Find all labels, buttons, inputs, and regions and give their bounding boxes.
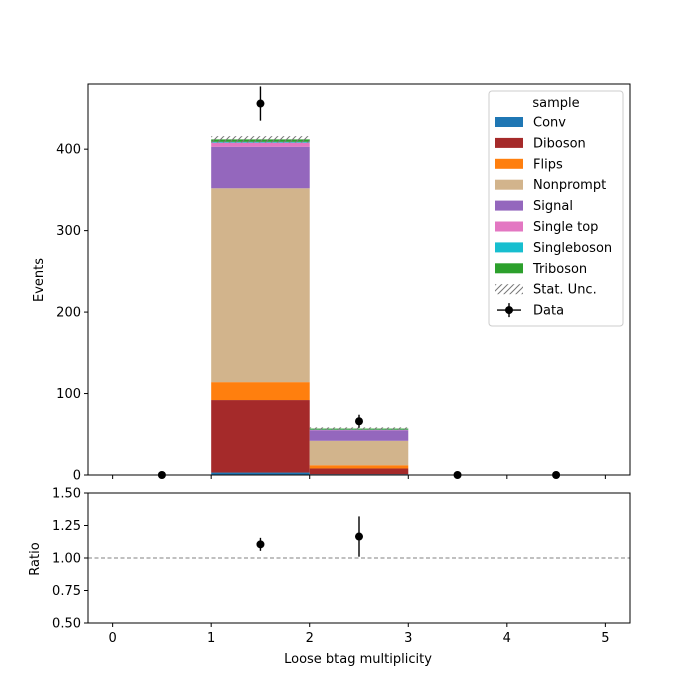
legend-label-singleboson: Singleboson [533, 241, 612, 256]
legend-label-stat-unc-: Stat. Unc. [533, 283, 597, 298]
ratio-plot: 0.50 0.75 1.00 1.25 1.50 0 1 2 3 4 5 [52, 487, 631, 646]
stat-unc-band-bin-1 [211, 136, 310, 143]
legend-swatch-flips [495, 158, 523, 169]
legend-label-signal: Signal [533, 199, 573, 214]
legend-swatch-singleboson [495, 242, 523, 253]
bar-diboson-bin-1 [211, 400, 310, 473]
bar-nonprompt-bin-1 [211, 188, 310, 383]
ratio-y-tick-label-1.00: 1.00 [52, 552, 81, 567]
main-plot-frame [87, 83, 631, 476]
main-y-tick-label-400: 400 [56, 143, 81, 158]
legend: sample Conv Diboson Flips Nonprompt Signal Sin… [488, 90, 624, 327]
bar-flips-bin-1 [211, 382, 310, 401]
legend-swatch-diboson [495, 137, 523, 148]
ratio-y-tick-label-0.50: 0.50 [52, 617, 81, 632]
legend-marker-data [505, 306, 513, 315]
ratio-y-tick-label-1.25: 1.25 [52, 519, 81, 534]
ratio-y-tick-label-1.50: 1.50 [52, 487, 81, 502]
ratio-y-axis-label: Ratio [28, 542, 43, 575]
stat-unc-band-bin-2 [309, 427, 409, 430]
data-point-2 [355, 417, 363, 426]
legend-swatch-stat-unc- [495, 284, 523, 295]
legend-swatch-triboson [495, 263, 523, 274]
legend-title: sample [532, 96, 579, 111]
legend-label-triboson: Triboson [532, 262, 587, 277]
x-tick-label-1: 1 [207, 631, 215, 646]
main-plot: 0 100 200 300 400 [56, 83, 631, 484]
main-y-tick-label-200: 200 [56, 306, 81, 321]
bar-flips-bin-2 [309, 465, 409, 469]
legend-swatch-signal [495, 200, 523, 211]
main-y-tick-label-300: 300 [56, 224, 81, 239]
legend-swatch-conv [495, 117, 523, 127]
main-y-tick-label-100: 100 [56, 387, 81, 402]
x-tick-label-0: 0 [108, 631, 116, 646]
x-tick-label-5: 5 [601, 631, 609, 646]
bar-signal-bin-1 [211, 146, 310, 189]
legend-label-conv: Conv [533, 116, 566, 131]
main-y-tick-label-0: 0 [73, 469, 81, 484]
ratio-point-1 [355, 532, 363, 541]
x-tick-label-3: 3 [404, 631, 412, 646]
legend-label-nonprompt: Nonprompt [533, 178, 606, 193]
x-tick-label-4: 4 [503, 631, 511, 646]
legend-label-data: Data [533, 304, 564, 319]
bar-diboson-bin-2 [309, 468, 409, 475]
ratio-y-tick-label-0.75: 0.75 [52, 584, 81, 599]
bar-single-top-bin-1 [211, 142, 310, 147]
legend-swatch-single-top [495, 221, 523, 232]
bar-nonprompt-bin-2 [309, 440, 409, 466]
legend-label-diboson: Diboson [533, 136, 586, 151]
bar-signal-bin-2 [309, 430, 409, 441]
x-axis-label: Loose btag multiplicity [284, 652, 432, 667]
legend-swatch-nonprompt [495, 179, 523, 190]
x-tick-label-2: 2 [306, 631, 314, 646]
main-y-axis-label: Events [32, 258, 47, 302]
legend-label-single-top: Single top [533, 220, 598, 235]
legend-label-flips: Flips [533, 157, 563, 172]
data-point-1 [256, 99, 265, 108]
bar-conv-bin-1 [211, 472, 310, 475]
ratio-point-0 [256, 540, 265, 549]
